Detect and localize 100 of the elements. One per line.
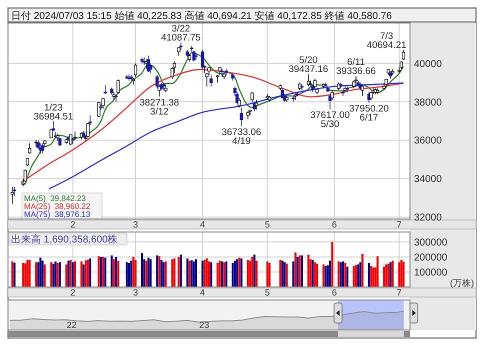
- bar: [370, 266, 372, 287]
- x-tick-label: 6: [332, 288, 337, 298]
- bar: [192, 261, 195, 287]
- bar: [80, 261, 82, 287]
- bar: [331, 242, 334, 287]
- bar: [195, 259, 198, 287]
- bar: [110, 255, 113, 287]
- x-tick-label: 3: [133, 288, 138, 298]
- candlestick: [99, 104, 103, 110]
- bar: [246, 260, 249, 287]
- bar: [86, 260, 89, 287]
- y-axis-title: (万株): [450, 278, 474, 288]
- bar: [292, 261, 294, 287]
- bar: [368, 262, 370, 287]
- bar: [352, 266, 355, 287]
- x-tick-label: 4: [200, 288, 206, 298]
- annotation: 1/23 36984.51: [34, 102, 74, 122]
- bar: [266, 261, 268, 287]
- bar: [130, 260, 132, 287]
- candlestick: [10, 186, 14, 204]
- bar: [134, 260, 137, 287]
- candlestick: [330, 90, 334, 100]
- candlestick: [134, 63, 138, 78]
- bar: [132, 256, 134, 287]
- bar: [89, 258, 92, 287]
- annotation: 6/11 39336.66: [336, 57, 376, 78]
- bar: [206, 258, 208, 287]
- bar: [39, 258, 42, 287]
- candlestick: [179, 42, 183, 50]
- candlestick: [294, 94, 298, 100]
- bar: [400, 260, 402, 287]
- bar: [26, 260, 28, 287]
- bar: [150, 259, 152, 287]
- annotation: 37617.00 5/30: [310, 110, 350, 130]
- candlestick: [248, 109, 252, 116]
- candlestick: [250, 92, 254, 102]
- bar: [171, 259, 174, 287]
- candlestick: [24, 169, 27, 182]
- text: MA(25) 38,960.22: [24, 202, 91, 211]
- bar: [208, 261, 210, 287]
- y-tick-label: 38000: [414, 97, 442, 108]
- bar: [329, 260, 332, 287]
- bar: [361, 254, 364, 287]
- y-tick-label: 40000: [414, 58, 442, 70]
- bar: [42, 260, 44, 287]
- candlestick: [341, 90, 345, 96]
- candlestick: [238, 98, 241, 108]
- bar: [186, 258, 188, 287]
- bar: [249, 260, 252, 287]
- bar: [173, 258, 176, 287]
- bar: [316, 264, 318, 287]
- bar: [342, 261, 344, 287]
- bar: [128, 262, 130, 287]
- candlestick: [200, 50, 204, 70]
- candlestick: [114, 94, 118, 102]
- candlestick: [300, 84, 304, 91]
- annotation: 37950.20 6/17: [349, 104, 389, 124]
- candlestick: [97, 101, 100, 118]
- bar: [65, 264, 68, 287]
- bar: [376, 256, 379, 287]
- bar: [28, 260, 31, 287]
- bar: [112, 259, 115, 287]
- x-tick-label: 23: [199, 320, 210, 330]
- bar: [141, 253, 143, 287]
- y-tick-label: 36000: [414, 136, 442, 147]
- bar: [256, 260, 258, 287]
- candlestick: [402, 50, 406, 60]
- candlestick: [73, 131, 77, 141]
- bar: [147, 258, 150, 287]
- bar: [234, 260, 236, 287]
- candlestick: [220, 68, 224, 78]
- bar: [117, 260, 120, 287]
- bar: [24, 263, 26, 287]
- bar: [346, 266, 348, 287]
- candlestick: [240, 107, 244, 126]
- annotation: 5/20 39437.16: [288, 55, 328, 76]
- bar: [126, 262, 128, 287]
- annotation: 38271.38 3/12: [139, 98, 180, 118]
- chart-title: 出来高 1,690,358,600株: [11, 234, 118, 246]
- x-tick-label: 6: [332, 220, 337, 230]
- bar: [268, 262, 271, 287]
- chart-title: 日付 2024/07/03 15:15 始値 40,225.83 高値 40,694.21 安値 40,172.85 終値 40,580.76: [11, 10, 392, 22]
- candlestick: [86, 122, 90, 138]
- y-tick-label: 32000: [414, 212, 442, 224]
- y-tick-label: 100000: [414, 267, 448, 278]
- annotation: 36733.06 4/19: [222, 127, 262, 148]
- candlestick: [194, 53, 198, 60]
- bar: [74, 261, 76, 287]
- bar: [359, 262, 362, 287]
- bar: [210, 262, 212, 287]
- x-tick-label: 7: [396, 220, 402, 230]
- bar: [383, 266, 386, 287]
- bar: [115, 256, 118, 287]
- text: MA(75) 38,976.13: [24, 210, 91, 219]
- x-tick-label: 4: [200, 220, 206, 230]
- x-tick-label: 7: [396, 288, 402, 298]
- candlestick: [156, 74, 159, 89]
- bar: [314, 262, 316, 287]
- candlestick: [360, 84, 364, 96]
- bar: [72, 262, 74, 287]
